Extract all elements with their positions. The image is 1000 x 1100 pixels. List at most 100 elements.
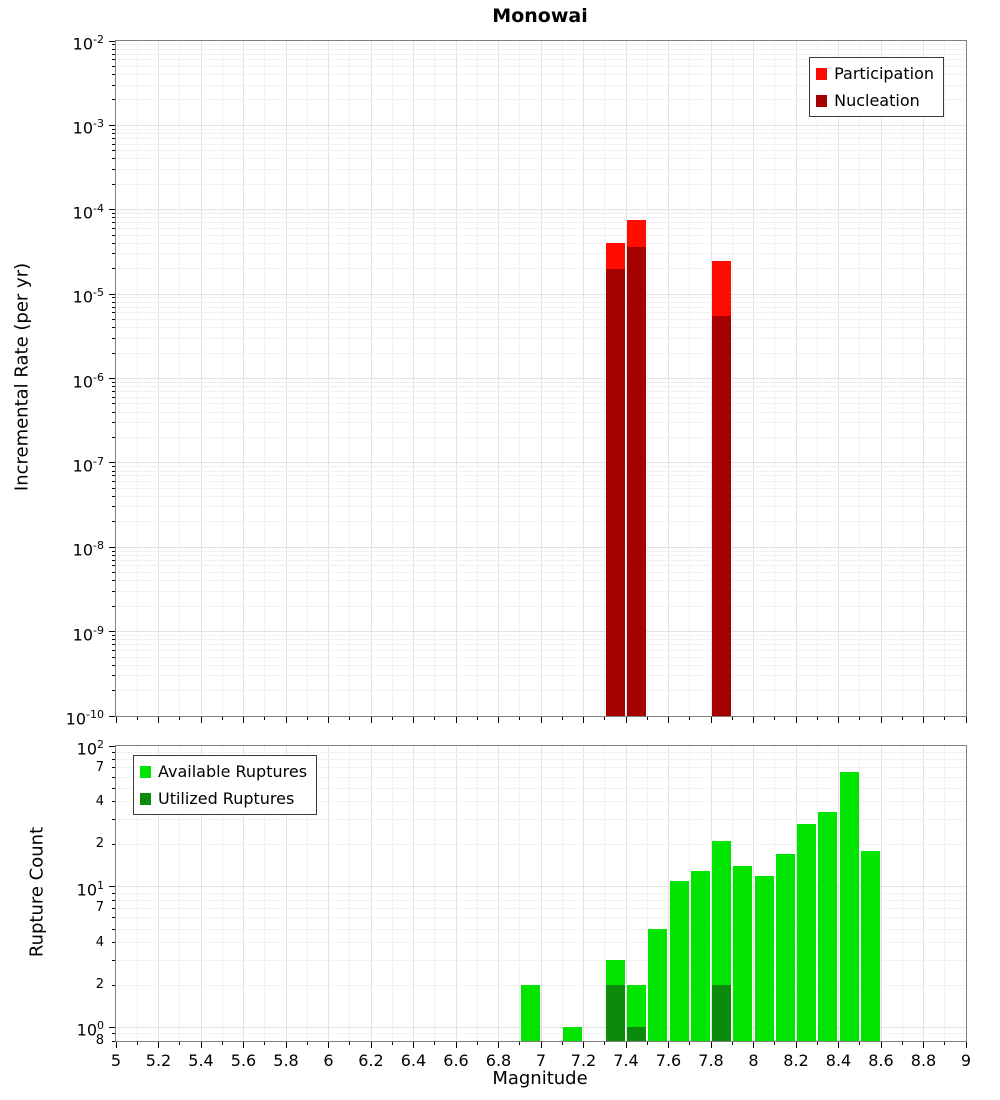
x-tick-mark [158,1042,159,1048]
y-tick-mark [112,466,115,468]
x-tick-mark [668,717,669,723]
x-tick-label: 6.2 [358,1051,384,1070]
count-legend: Available Ruptures Utilized Ruptures [133,755,318,815]
incremental-rate-plot: Participation Nucleation 10-2 10-3 10-4 10-… [66,33,967,728]
x-tick-mark [923,717,924,723]
gridline [116,470,966,472]
x-tick-mark [668,1042,669,1048]
x-tick-mark [264,1042,266,1045]
x-tick-mark [880,1042,882,1048]
x-tick-mark [370,717,372,723]
y-tick-mark [112,213,115,215]
gridline [116,487,966,489]
y-tick-mark [112,899,115,901]
gridline [116,209,966,211]
x-tick-mark [540,717,542,723]
y-minor-tick-label: 4 [95,934,104,950]
x-tick-mark [880,717,882,723]
y-tick-mark [112,133,115,135]
gridline [116,48,966,50]
x-tick-mark [200,717,202,723]
x-tick-mark [604,1042,606,1045]
y-tick-mark [112,959,115,961]
x-tick-mark [413,717,414,723]
bar-available-ruptures [627,985,647,1041]
gridline [116,959,966,961]
y-tick-mark [112,44,115,46]
x-tick-mark [519,717,521,720]
gridline [116,843,966,845]
y-tick-mark [112,675,115,677]
bar-available-ruptures [860,850,880,1041]
x-tick-mark [455,717,457,723]
gridline [116,378,966,379]
gridline [116,886,966,888]
x-tick-mark [285,1042,287,1048]
x-tick-mark [434,1042,436,1045]
x-tick-mark [901,717,903,720]
gridline [116,44,966,46]
x-tick-mark [476,717,478,720]
y-tick-mark [112,53,115,55]
x-tick-label: 6.8 [485,1051,512,1070]
y-tick-mark [112,487,115,489]
y-tick-mark [112,649,115,651]
gridline [116,495,966,497]
participation-swatch-icon [816,67,828,80]
x-tick-label: 8 [748,1051,759,1070]
gridline [116,506,966,508]
bar-available-ruptures [839,772,859,1041]
y-tick-label: 10-2 [72,33,104,54]
y-tick-mark [112,495,115,497]
x-tick-mark [944,1042,946,1045]
gridline [116,675,966,677]
x-tick-mark [115,717,117,723]
y-tick-mark [112,128,115,130]
y-tick-mark [112,183,115,185]
gridline [116,168,966,170]
bar-available-ruptures [690,870,710,1041]
gridline [116,352,966,354]
x-tick-label: 5.8 [273,1051,299,1070]
y-tick-label: 10-3 [72,117,104,138]
y-tick-mark [112,521,115,523]
x-tick-mark [243,717,244,723]
y-tick-mark [109,124,115,126]
y-tick-mark [109,293,115,295]
gridline [116,656,966,658]
y-tick-mark [112,411,115,413]
x-tick-mark [476,1042,478,1045]
x-tick-mark [838,717,839,723]
gridline [116,253,966,255]
gridline [116,242,966,244]
x-tick-mark [944,717,946,720]
y-tick-mark [112,158,115,160]
y-tick-mark [112,475,115,477]
y-tick-mark [112,137,115,139]
y-tick-mark [112,222,115,224]
bar-nucleation [605,268,625,716]
x-tick-mark [625,1042,627,1048]
gridline [116,942,966,944]
x-tick-label: 6.4 [400,1051,427,1070]
bar-available-ruptures [754,875,774,1041]
y-tick-mark [109,631,115,633]
gridline [116,475,966,477]
x-tick-mark [689,717,691,720]
x-tick-mark [774,1042,776,1045]
bar-nucleation [627,247,647,716]
y-tick-mark [112,217,115,219]
x-tick-mark [965,1042,967,1048]
y-tick-mark [112,690,115,692]
y-tick-mark [112,422,115,424]
y-tick-mark [112,819,115,821]
y-tick-mark [109,462,115,464]
x-tick-mark [583,717,584,723]
x-tick-mark [965,717,967,723]
gridline [116,99,966,101]
x-tick-mark [646,717,648,720]
y-tick-mark [112,297,115,299]
y-tick-mark [112,352,115,354]
magnitude-axis-label: Magnitude [492,1068,588,1089]
x-tick-label: 9 [960,1051,972,1070]
